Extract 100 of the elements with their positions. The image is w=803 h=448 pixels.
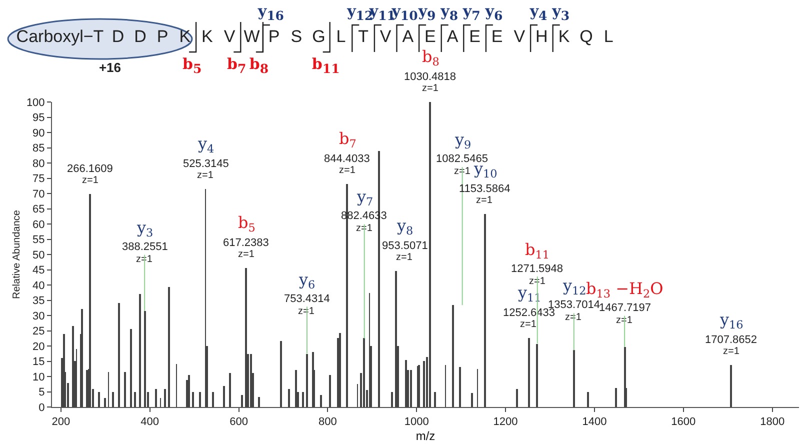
annotation: b$_{5}$ [238,213,256,234]
y-tick-label: 15 [32,356,45,368]
x-tick-label: 600 [230,416,248,428]
annotation: y$_{6}$ [298,270,316,292]
bar [363,338,365,407]
annotation: b$_{8}$ [422,47,440,68]
annotation: y$_{8}$ [396,216,414,238]
bar [98,392,100,407]
bar [188,375,190,407]
text: y$_{8}$ [440,2,458,23]
y-tick-label: 0 [38,402,45,414]
y-tick-label: 100 [26,96,45,109]
annotation: z=1 [616,315,633,326]
bar [144,311,146,407]
bar [471,393,473,407]
text: b$_{8}$ [249,55,269,76]
y-tick-label: 85 [32,142,45,155]
bar [223,386,225,407]
y-tick-label: 95 [32,112,45,124]
bar [484,214,486,407]
text: y$_{9}$ [418,2,436,23]
annotation: 388.2551 [122,241,168,253]
bar [391,392,393,407]
y-tick-label: 5 [38,386,45,399]
y-tick-label: 30 [32,310,45,322]
bar [378,151,380,407]
bar [429,102,431,407]
annotation: z=1 [82,175,99,186]
bar [395,271,397,407]
annotation: 1153.5864 [459,183,510,195]
bar [104,398,106,407]
y-tick-label: 80 [32,158,45,170]
bar [245,268,247,407]
bar [528,338,530,407]
text: y$_{16}$ [258,2,284,23]
bar [168,287,170,407]
bar [339,333,341,407]
bar [423,361,425,407]
annotation: z=1 [136,254,153,265]
annotation: y$_{12}$ [562,276,586,298]
annotation: z=1 [197,170,214,181]
bar [587,392,589,407]
annotation: 844.4033 [324,153,370,165]
bar [573,350,575,407]
text: b$_{11}$ [312,55,340,76]
bar [199,392,201,407]
bar [212,392,214,407]
y-tick-label: 50 [32,249,45,262]
bar [295,370,297,407]
bar [459,367,461,407]
text: y$_{6}$ [485,2,503,23]
bar [516,389,518,407]
annotation: z=1 [529,276,546,287]
bar [615,388,617,407]
x-tick-label: 1200 [493,416,518,428]
bar [405,360,407,407]
y-tick-label: 70 [32,188,45,200]
y-axis-title: Relative Abundance [11,210,22,299]
bar [164,389,166,407]
bar [241,395,243,407]
bar [72,326,74,407]
y-tick-label: 25 [32,326,45,338]
annotation: 617.2383 [223,237,269,249]
bar [155,389,157,407]
annotation: z=1 [565,312,582,323]
bar [536,344,538,407]
bar [229,373,231,407]
y-tick-label: 45 [32,264,45,277]
text: b$_{7}$ [227,55,246,76]
bar [306,354,308,407]
bar [288,389,290,407]
y-tick-label: 55 [32,234,45,246]
bar [124,372,126,407]
annotation: z=1 [396,252,413,263]
annotation: z=1 [339,165,356,176]
y-tick-label: 65 [32,204,45,216]
bar [192,392,194,407]
bar [130,329,132,407]
bar [302,392,304,407]
x-tick-label: 200 [52,416,70,428]
annotation: b$_{11}$ [525,240,550,262]
annotation: 1271.5948 [511,263,563,275]
bar [730,365,732,407]
bar [81,309,83,407]
x-tick-label: 1600 [671,416,696,428]
bar [434,392,436,407]
annotation: z=1 [298,306,315,317]
x-tick-label: 1400 [582,416,607,428]
annotation: 753.4314 [284,293,330,305]
bar [346,184,348,407]
annotation: y$_{3}$ [136,218,154,240]
bar [112,392,114,407]
annotation: 1707.8652 [705,334,757,346]
y-tick-label: 60 [32,218,45,231]
bar [258,397,260,407]
bar [118,303,120,407]
annotation: z=1 [520,319,537,330]
annotation: y$_{4}$ [197,134,214,156]
annotation: y$_{16}$ [719,310,744,332]
annotation: 1252.6433 [503,307,555,319]
